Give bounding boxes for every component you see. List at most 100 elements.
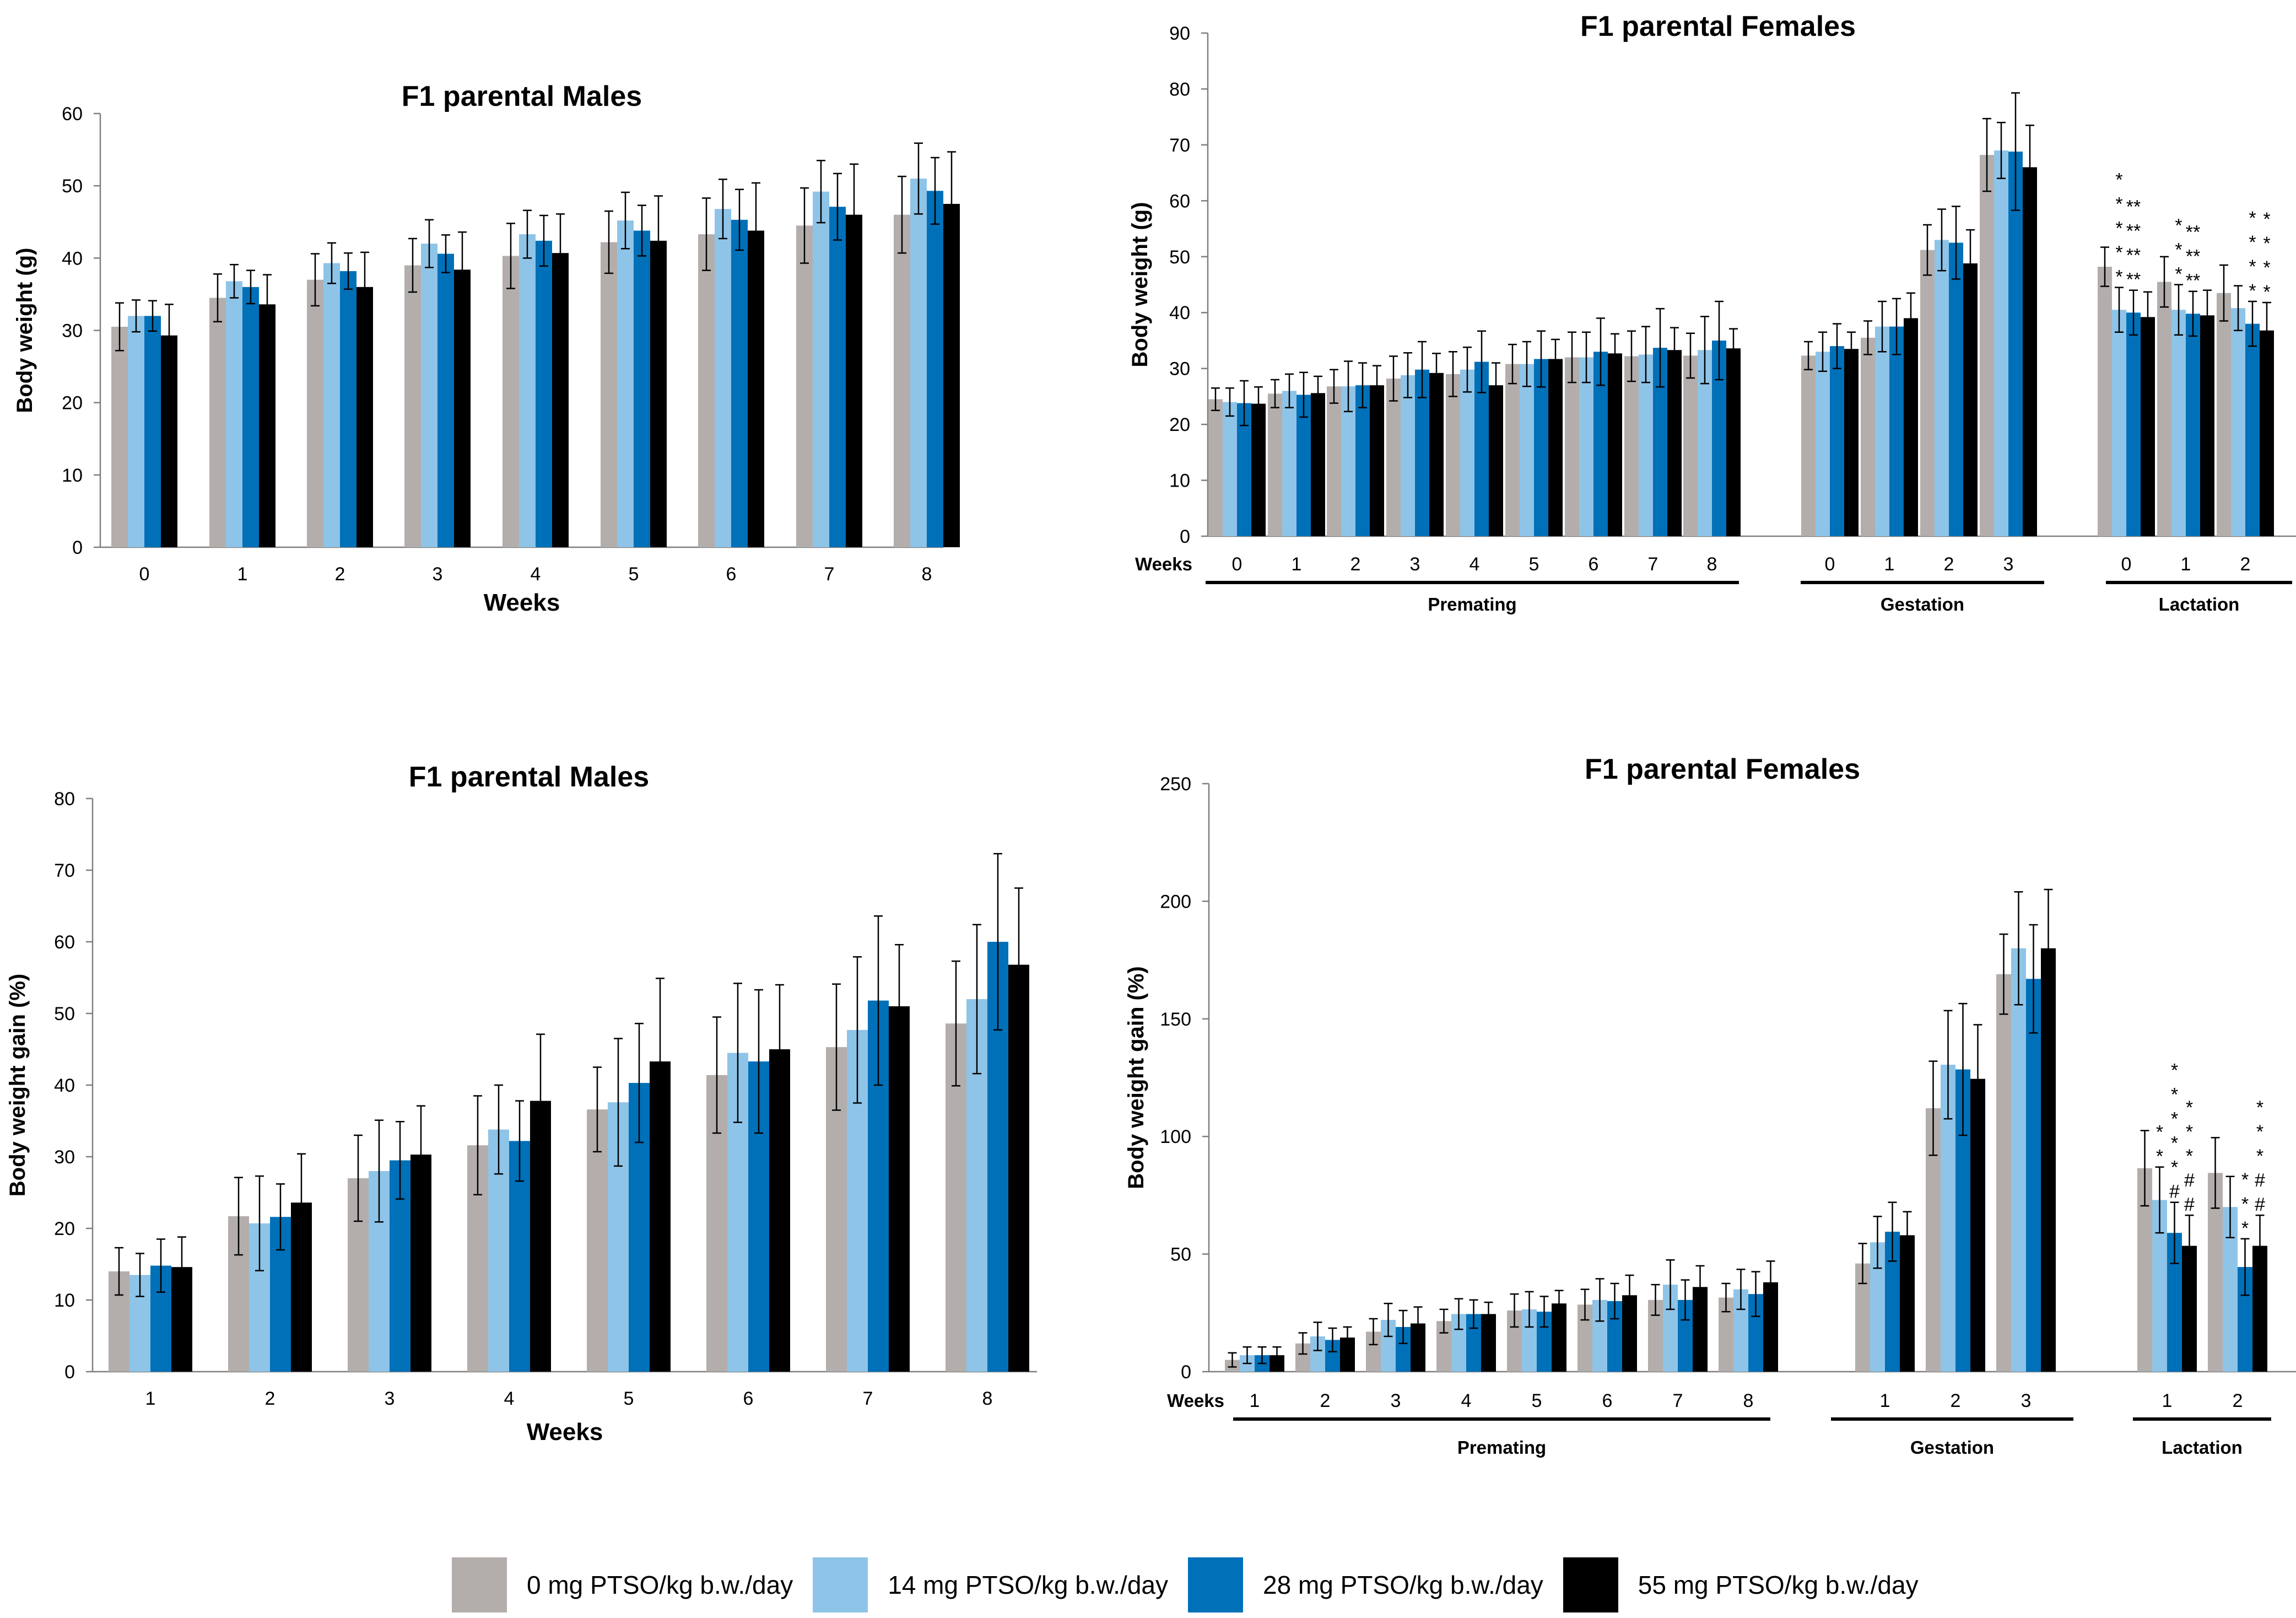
bar — [2260, 330, 2274, 536]
bar — [503, 256, 519, 548]
y-tick-label: 40 — [54, 1075, 75, 1096]
x-tick-label: 6 — [743, 1388, 754, 1409]
significance-marker: * — [2115, 194, 2122, 215]
significance-marker: * — [2175, 240, 2182, 261]
x-tick-label: 6 — [1589, 554, 1599, 575]
bar — [404, 265, 421, 547]
bar — [144, 316, 161, 547]
bar — [587, 1109, 608, 1372]
x-tick-label: 2 — [335, 564, 345, 585]
chart-females-gain: F1 parental Females 0 50 100 150 200 250 Body w… — [1124, 753, 2296, 1458]
significance-marker: * — [2241, 1218, 2249, 1239]
x-tick-label: 1 — [1880, 1390, 1890, 1411]
x-tick-label: 3 — [2003, 554, 2014, 575]
y-tick-label: 20 — [54, 1218, 75, 1239]
x-tick-label: 2 — [2233, 1390, 2243, 1411]
bar — [731, 219, 748, 547]
x-tick-label: 7 — [1648, 554, 1658, 575]
significance-marker: * — [2156, 1146, 2163, 1167]
x-tick-label: 2 — [2240, 554, 2251, 575]
x-tick-label: 1 — [145, 1388, 156, 1409]
bar — [1816, 352, 1830, 536]
bar — [209, 298, 226, 547]
significance-marker: * — [2256, 1121, 2263, 1142]
weeks-row-label: Weeks — [1167, 1390, 1224, 1411]
significance-marker: # — [2255, 1170, 2265, 1191]
x-tick-label: 0 — [139, 564, 150, 585]
significance-marker: * — [2115, 170, 2122, 191]
legend-label: 0 mg PTSO/kg b.w./day — [527, 1571, 793, 1599]
bar — [1548, 359, 1563, 536]
bar — [128, 316, 144, 547]
significance-marker: ** — [2186, 246, 2200, 267]
significance-marker: ** — [2186, 222, 2200, 243]
significance-marker: # — [2184, 1170, 2195, 1191]
chart-title: F1 parental Females — [1580, 10, 1856, 42]
group-label: Premating — [1457, 1437, 1546, 1458]
x-tick-label: 4 — [1461, 1390, 1472, 1411]
significance-marker: * — [2175, 215, 2182, 236]
significance-marker: * — [2171, 1085, 2178, 1105]
y-tick-label: 40 — [1169, 303, 1190, 323]
bar — [536, 240, 552, 547]
x-tick-label: 2 — [1350, 554, 1361, 575]
bar — [894, 214, 910, 548]
y-tick-label: 50 — [1169, 247, 1190, 268]
bar — [1327, 386, 1341, 536]
bar — [1565, 357, 1579, 536]
significance-marker: * — [2186, 1097, 2193, 1118]
x-tick-label: 7 — [863, 1388, 873, 1409]
bar — [111, 326, 128, 547]
significance-marker: * — [2256, 1097, 2263, 1118]
weeks-row-label: Weeks — [1135, 554, 1192, 574]
x-tick-label: 8 — [982, 1388, 993, 1409]
y-tick-label: 0 — [64, 1362, 75, 1383]
bar — [519, 234, 536, 547]
bar — [2141, 317, 2155, 536]
bar — [1889, 326, 1904, 536]
legend-item: 55 mg PTSO/kg b.w./day — [1563, 1557, 1919, 1612]
x-axis-label: Weeks — [484, 589, 560, 616]
bar — [1830, 346, 1844, 536]
significance-marker: * — [2115, 267, 2122, 288]
bar — [259, 304, 275, 547]
bar — [650, 240, 667, 547]
x-tick-label: 8 — [1743, 1390, 1754, 1411]
x-tick-label: 1 — [1250, 1390, 1260, 1411]
bar — [1935, 240, 1949, 536]
y-tick-label: 30 — [1169, 359, 1190, 380]
bar — [634, 230, 650, 547]
significance-marker: * — [2171, 1109, 2178, 1130]
bar — [1446, 374, 1460, 536]
y-tick-label: 30 — [62, 321, 83, 342]
bar — [927, 191, 943, 547]
bar — [2098, 267, 2112, 536]
y-tick-label: 0 — [1180, 526, 1190, 547]
significance-marker: ** — [2126, 269, 2141, 290]
group-label: Premating — [1428, 594, 1516, 614]
y-tick-label: 250 — [1160, 774, 1191, 795]
x-tick-label: 5 — [624, 1388, 634, 1409]
bar — [2126, 312, 2141, 536]
y-tick-label: 0 — [72, 537, 83, 558]
bar — [1268, 393, 1282, 536]
bar — [846, 214, 862, 548]
y-tick-label: 70 — [1169, 135, 1190, 156]
x-tick-label: 7 — [1673, 1390, 1683, 1411]
legend-label: 55 mg PTSO/kg b.w./day — [1638, 1571, 1919, 1599]
bar — [2008, 152, 2023, 536]
bar — [1251, 403, 1266, 536]
y-tick-label: 50 — [62, 176, 83, 197]
x-tick-label: 0 — [2121, 554, 2132, 575]
bar — [2171, 310, 2186, 536]
legend-item: 0 mg PTSO/kg b.w./day — [452, 1557, 793, 1612]
bar — [226, 281, 242, 547]
significance-marker: * — [2171, 1157, 2178, 1178]
bar — [1489, 385, 1503, 536]
significance-marker: * — [2249, 256, 2256, 277]
significance-marker: * — [2241, 1169, 2249, 1190]
bar — [1505, 364, 1520, 536]
legend-item: 28 mg PTSO/kg b.w./day — [1188, 1557, 1543, 1612]
significance-marker: * — [2263, 233, 2270, 254]
